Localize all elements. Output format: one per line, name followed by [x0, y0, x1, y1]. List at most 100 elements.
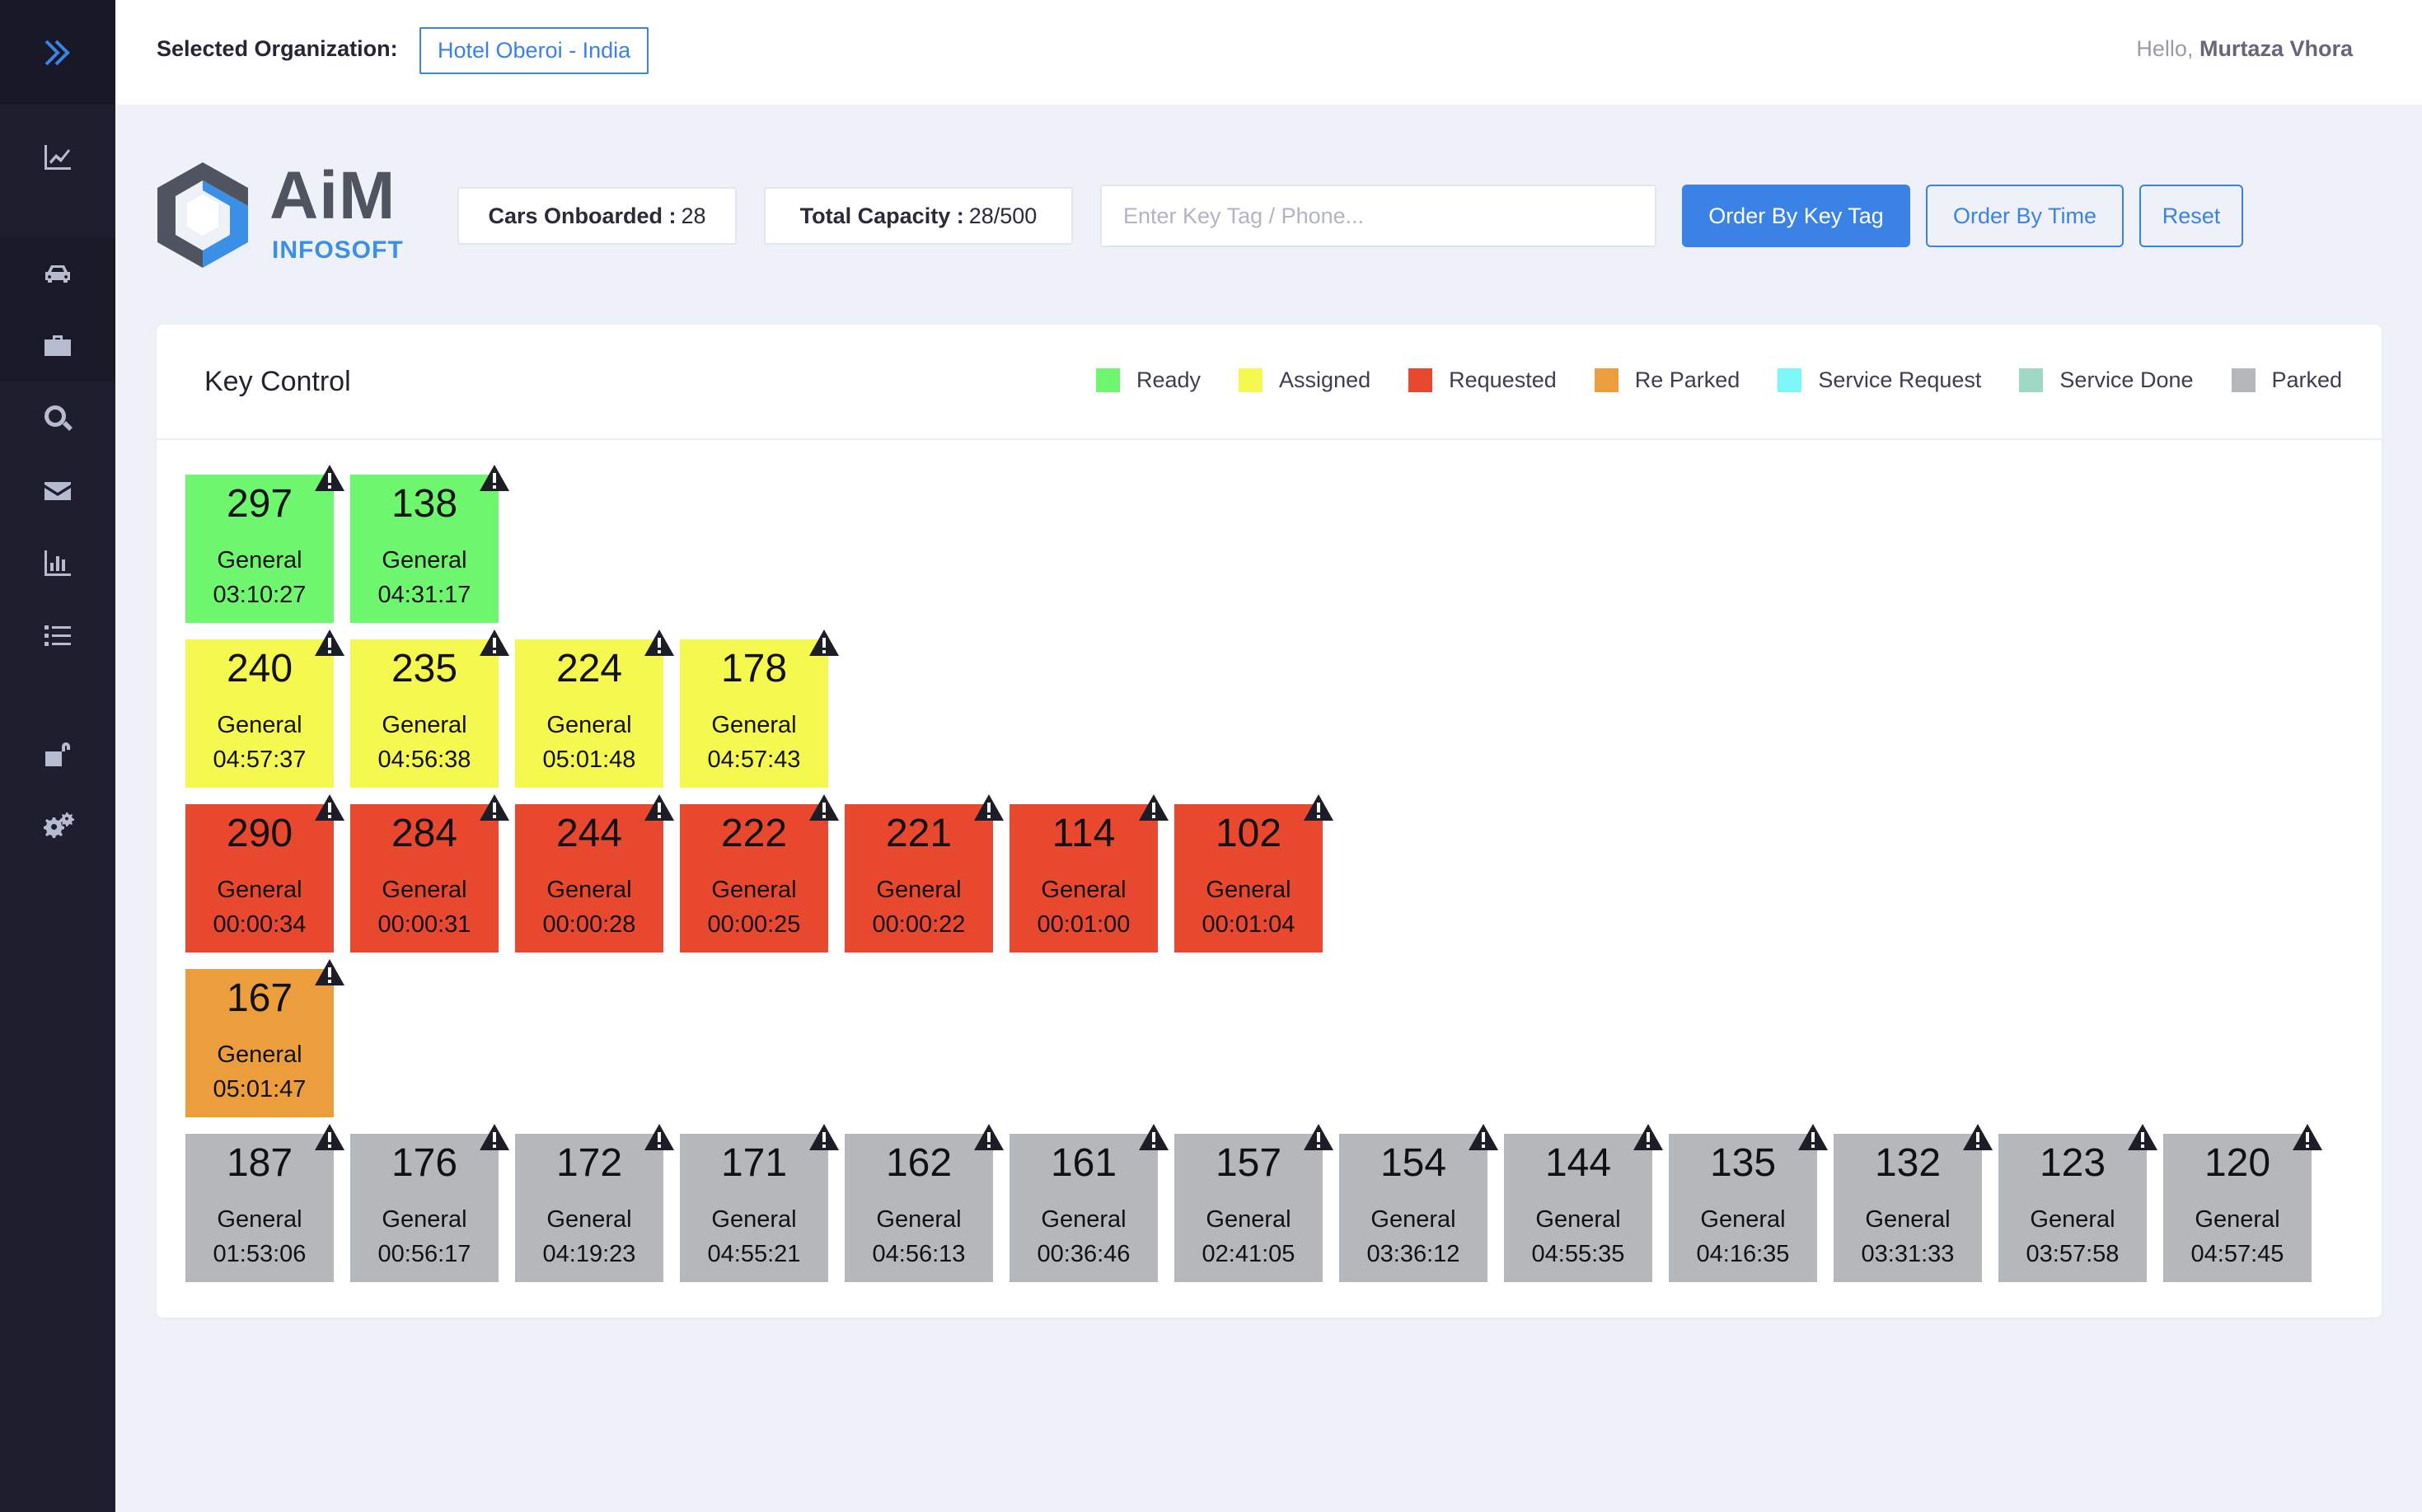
warning-icon[interactable] [1962, 1123, 1993, 1151]
legend-label: Service Done [2059, 367, 2194, 392]
warning-icon[interactable] [644, 793, 675, 822]
cars-onboarded-label: Cars Onboarded : [488, 203, 677, 228]
key-tile-parked[interactable]: 171 General 04:55:21 [680, 1124, 839, 1282]
warning-icon[interactable] [1303, 1123, 1334, 1151]
key-elapsed-time: 04:56:38 [377, 747, 471, 773]
key-tile-assigned[interactable]: 178 General 04:57:43 [680, 630, 839, 788]
key-tile-parked[interactable]: 172 General 04:19:23 [515, 1124, 674, 1282]
sidebar-item-settings[interactable] [0, 789, 115, 862]
key-tile-parked[interactable]: 161 General 00:36:46 [1010, 1124, 1169, 1282]
warning-icon[interactable] [314, 958, 345, 986]
top-bar: Selected Organization: Hotel Oberoi - In… [115, 0, 2422, 105]
key-tile-parked[interactable]: 123 General 03:57:58 [1998, 1124, 2157, 1282]
warning-icon[interactable] [973, 793, 1005, 822]
key-tile-parked[interactable]: 135 General 04:16:35 [1669, 1124, 1828, 1282]
sidebar-toggle[interactable] [0, 0, 115, 105]
sidebar-item-cars[interactable] [0, 237, 115, 310]
user-name[interactable]: Murtaza Vhora [2199, 36, 2353, 61]
warning-icon[interactable] [479, 464, 510, 492]
key-tile-parked[interactable]: 176 General 00:56:17 [350, 1124, 509, 1282]
order-by-time-button[interactable]: Order By Time [1926, 185, 2124, 247]
key-tile-parked[interactable]: 162 General 04:56:13 [845, 1124, 1004, 1282]
key-elapsed-time: 04:57:45 [2190, 1241, 2284, 1267]
key-category: General [711, 1206, 797, 1233]
key-tag-number: 167 [226, 976, 293, 1020]
key-tile-parked[interactable]: 144 General 04:55:35 [1504, 1124, 1663, 1282]
key-tile-assigned[interactable]: 224 General 05:01:48 [515, 630, 674, 788]
key-category: General [546, 1206, 632, 1233]
warning-icon[interactable] [644, 629, 675, 657]
key-tile-assigned[interactable]: 240 General 04:57:37 [185, 630, 344, 788]
warning-icon[interactable] [1303, 793, 1334, 822]
key-elapsed-time: 05:01:47 [213, 1076, 307, 1102]
warning-icon[interactable] [2127, 1123, 2158, 1151]
total-capacity-stat: Total Capacity : 28/500 [764, 187, 1073, 245]
key-tile-reparked[interactable]: 167 General 05:01:47 [185, 959, 344, 1117]
key-tag-number: 284 [391, 812, 458, 855]
key-tile-parked[interactable]: 157 General 02:41:05 [1174, 1124, 1333, 1282]
warning-icon[interactable] [644, 1123, 675, 1151]
sidebar-item-search[interactable] [0, 382, 115, 455]
bar-chart-icon [45, 550, 71, 576]
key-tile-ready[interactable]: 297 General 03:10:27 [185, 465, 344, 623]
key-category: General [2030, 1206, 2115, 1233]
warning-icon[interactable] [973, 1123, 1005, 1151]
key-elapsed-time: 04:57:37 [213, 747, 307, 773]
key-tile-requested[interactable]: 114 General 00:01:00 [1010, 794, 1169, 953]
order-by-key-tag-button[interactable]: Order By Key Tag [1682, 185, 1910, 247]
warning-icon[interactable] [314, 629, 345, 657]
warning-icon[interactable] [2292, 1123, 2323, 1151]
key-tile-requested[interactable]: 244 General 00:00:28 [515, 794, 674, 953]
warning-icon[interactable] [479, 793, 510, 822]
warning-icon[interactable] [1138, 793, 1169, 822]
key-tile-assigned[interactable]: 235 General 04:56:38 [350, 630, 509, 788]
warning-icon[interactable] [808, 793, 840, 822]
sidebar-item-access[interactable] [0, 717, 115, 789]
key-tile-parked[interactable]: 120 General 04:57:45 [2163, 1124, 2322, 1282]
key-tile-parked[interactable]: 187 General 01:53:06 [185, 1124, 344, 1282]
sidebar-item-list[interactable] [0, 600, 115, 672]
key-tile-requested[interactable]: 290 General 00:00:34 [185, 794, 344, 953]
key-tile-ready[interactable]: 138 General 04:31:17 [350, 465, 509, 623]
status-legend: Ready Assigned Requested Re Parked Service R… [1096, 367, 2342, 393]
key-elapsed-time: 04:31:17 [377, 582, 471, 608]
key-tile-requested[interactable]: 102 General 00:01:04 [1174, 794, 1333, 953]
warning-icon[interactable] [314, 464, 345, 492]
organization-selector[interactable]: Hotel Oberoi - India [419, 27, 649, 74]
key-elapsed-time: 00:36:46 [1037, 1241, 1131, 1267]
key-category: General [217, 712, 302, 738]
key-tile-requested[interactable]: 284 General 00:00:31 [350, 794, 509, 953]
settings-icon [44, 812, 74, 838]
key-tag-number: 224 [555, 647, 623, 690]
warning-icon[interactable] [314, 793, 345, 822]
warning-icon[interactable] [808, 1123, 840, 1151]
car-icon [45, 265, 70, 283]
key-elapsed-time: 03:36:12 [1366, 1241, 1460, 1267]
key-tile-parked[interactable]: 132 General 03:31:33 [1834, 1124, 1993, 1282]
key-elapsed-time: 00:00:22 [872, 911, 966, 938]
key-category: General [382, 712, 467, 738]
warning-icon[interactable] [808, 629, 840, 657]
expand-icon[interactable] [41, 36, 74, 69]
sidebar-item-messages[interactable] [0, 455, 115, 527]
key-tile-parked[interactable]: 154 General 03:36:12 [1339, 1124, 1498, 1282]
warning-icon[interactable] [314, 1123, 345, 1151]
warning-icon[interactable] [1138, 1123, 1169, 1151]
warning-icon[interactable] [479, 1123, 510, 1151]
warning-icon[interactable] [1633, 1123, 1664, 1151]
warning-icon[interactable] [1468, 1123, 1499, 1151]
key-category: General [1370, 1206, 1456, 1233]
warning-icon[interactable] [1797, 1123, 1829, 1151]
key-tile-requested[interactable]: 222 General 00:00:25 [680, 794, 839, 953]
logo-mark-icon [157, 162, 248, 268]
key-tag-search-input[interactable] [1100, 185, 1656, 247]
warning-icon[interactable] [479, 629, 510, 657]
legend-item-ready: Ready [1096, 367, 1201, 393]
sidebar-item-valet[interactable] [0, 309, 115, 382]
key-elapsed-time: 00:00:34 [213, 911, 307, 938]
search-icon [45, 405, 73, 431]
key-tile-requested[interactable]: 221 General 00:00:22 [845, 794, 1004, 953]
sidebar-item-reports[interactable] [0, 527, 115, 599]
reset-button[interactable]: Reset [2139, 185, 2243, 247]
sidebar-item-dashboard[interactable] [0, 120, 115, 193]
